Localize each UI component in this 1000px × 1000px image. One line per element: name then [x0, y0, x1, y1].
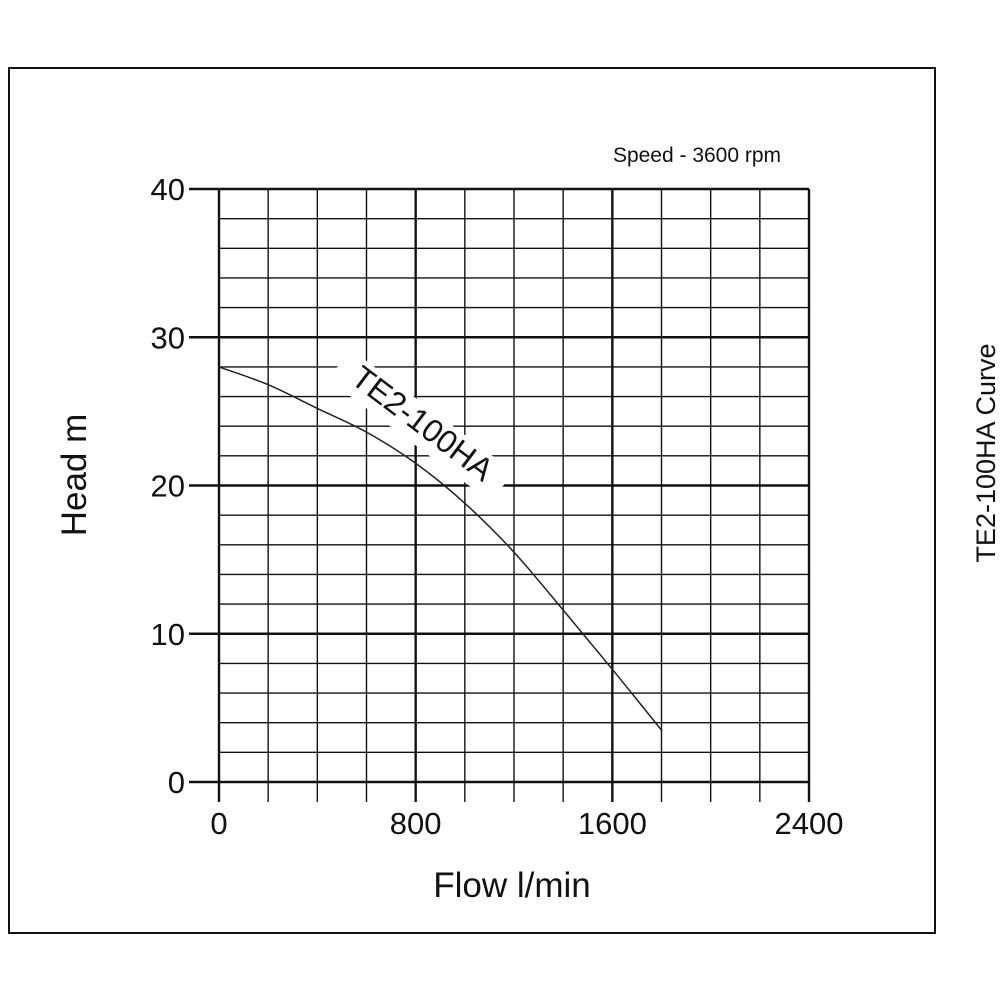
x-tick-label: 0	[210, 806, 227, 841]
x-tick-label: 800	[390, 806, 442, 841]
tick-labels: 0 800 1600 2400 0 10 20 30 40	[151, 172, 844, 841]
data-point	[611, 668, 614, 671]
x-axis-title: Flow l/min	[433, 866, 591, 905]
y-tick-label: 10	[151, 617, 185, 652]
side-caption: TE2-100HA Curve	[971, 343, 1000, 562]
y-axis-title: Head m	[55, 414, 94, 537]
y-tick-label: 30	[151, 320, 185, 355]
x-tick-label: 2400	[775, 806, 844, 841]
data-point	[464, 502, 466, 505]
chart-border	[8, 67, 936, 934]
data-point	[414, 462, 417, 465]
x-tick-label: 1600	[578, 806, 647, 841]
data-point	[513, 551, 515, 554]
y-tick-label: 40	[151, 172, 185, 207]
data-point	[562, 609, 564, 611]
series-label-backdrop	[327, 349, 514, 503]
data-point	[267, 383, 269, 386]
y-tick-label: 20	[151, 469, 185, 504]
y-tick-label: 0	[168, 765, 185, 800]
series-line	[218, 366, 663, 731]
data-point	[660, 729, 663, 731]
data-point	[218, 366, 220, 368]
grid	[189, 187, 811, 802]
data-point	[365, 431, 368, 433]
speed-note: Speed - 3600 rpm	[613, 144, 781, 167]
curve-layer: TE2-100HA	[218, 349, 663, 731]
data-point	[316, 407, 319, 410]
